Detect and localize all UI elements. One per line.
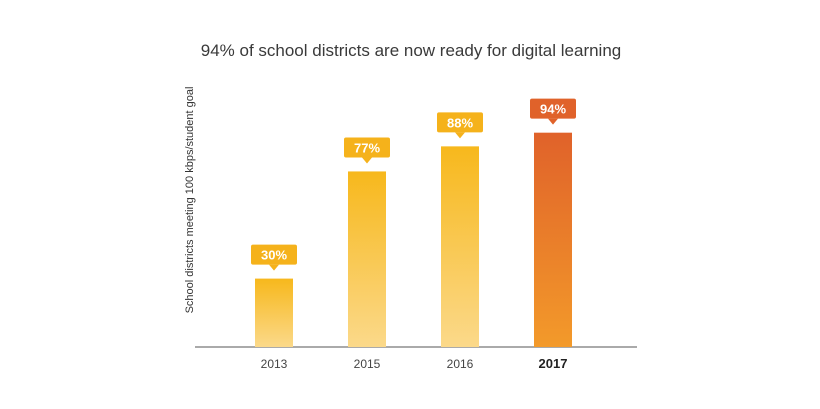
x-tick-2013: 2013 <box>261 357 288 371</box>
data-label-2015: 77% <box>354 140 380 155</box>
bar-2013 <box>255 278 293 347</box>
bar-2015 <box>348 171 386 347</box>
x-tick-2016: 2016 <box>447 357 474 371</box>
data-label-box-2016 <box>437 112 483 139</box>
y-axis-label: School districts meeting 100 kbps/studen… <box>184 87 196 314</box>
data-label-box-2013 <box>251 244 297 271</box>
x-tick-2015: 2015 <box>354 357 381 371</box>
data-label-box-2017 <box>530 98 576 125</box>
data-label-2013: 30% <box>261 248 287 263</box>
chart-title: 94% of school districts are now ready fo… <box>201 41 622 60</box>
data-label-box-2015 <box>344 137 390 164</box>
x-tick-2017: 2017 <box>539 356 568 371</box>
data-label-2017: 94% <box>540 102 566 117</box>
bar-2017 <box>534 132 572 347</box>
data-label-2016: 88% <box>447 115 473 130</box>
bar-2016 <box>441 146 479 347</box>
